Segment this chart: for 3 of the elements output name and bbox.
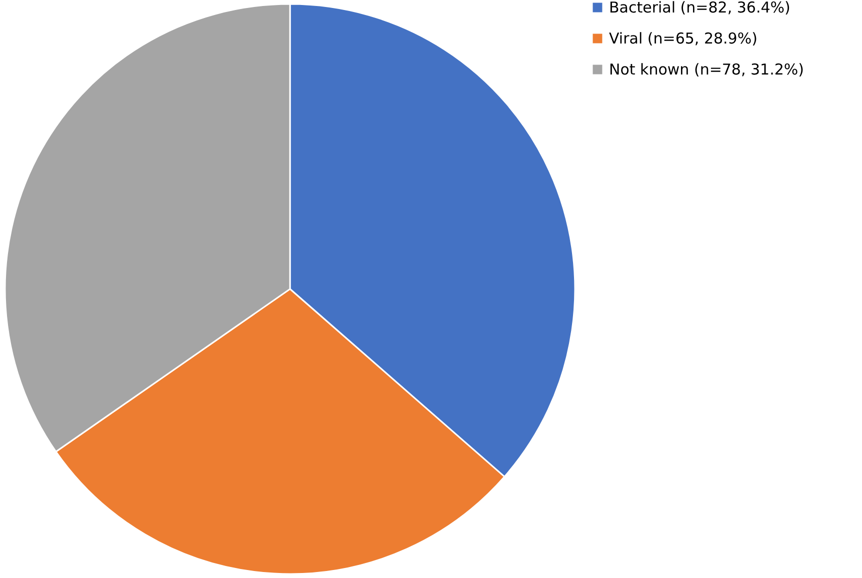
legend-label: Not known (n=78, 31.2%) (609, 60, 804, 78)
legend-label: Bacterial (n=82, 36.4%) (609, 0, 790, 16)
legend-label: Viral (n=65, 28.9%) (609, 30, 758, 48)
